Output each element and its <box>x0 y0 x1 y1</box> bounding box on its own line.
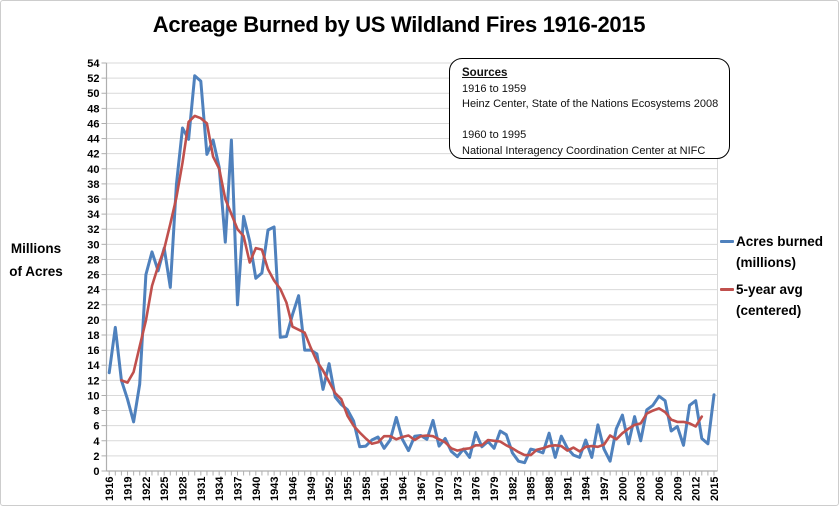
sources-line: 1960 to 1995 <box>462 129 527 141</box>
y-tick-label: 46 <box>87 118 99 130</box>
y-tick-label: 18 <box>87 330 99 342</box>
sources-line: National Interagency Coordination Center… <box>462 144 706 157</box>
sources-line: Heinz Center, State of the Nations Ecosy… <box>462 98 719 110</box>
y-tick-label: 42 <box>87 149 99 161</box>
y-tick-label: 24 <box>87 285 100 297</box>
legend: Acres burned (millions) 5-year avg (cent… <box>720 231 838 327</box>
y-tick-label: 52 <box>87 73 99 85</box>
x-tick-label: 1964 <box>397 476 409 501</box>
legend-label-five-year-avg-line2: (centered) <box>736 303 802 318</box>
y-tick-label: 20 <box>87 315 99 327</box>
y-tick-label: 8 <box>93 406 99 418</box>
y-tick-label: 34 <box>87 209 100 221</box>
y-tick-label: 6 <box>93 421 99 433</box>
y-tick-label: 44 <box>87 134 100 146</box>
y-tick-label: 36 <box>87 194 99 206</box>
x-tick-label: 2012 <box>691 477 703 501</box>
y-axis-title-line1: Millions <box>10 241 62 256</box>
y-tick-label: 38 <box>87 179 99 191</box>
x-tick-label: 2009 <box>672 477 684 501</box>
legend-item-five-year-avg: 5-year avg (centered) <box>720 279 838 321</box>
x-tick-label: 1931 <box>196 477 208 501</box>
x-tick-label: 1979 <box>489 477 501 501</box>
y-axis-ticks-and-labels: 0246810121416182022242628303234363840424… <box>87 58 107 478</box>
y-tick-label: 16 <box>87 345 99 357</box>
x-tick-label: 1934 <box>214 476 226 501</box>
x-tick-label: 1994 <box>581 476 593 501</box>
acres-burned-line <box>107 74 716 465</box>
y-axis-title: Millions of Acres <box>3 237 69 283</box>
x-tick-label: 1940 <box>251 477 263 501</box>
sources-line: 1916 to 1959 <box>462 82 527 95</box>
page-title: Acreage Burned by US Wildland Fires 1916… <box>152 12 646 37</box>
y-tick-label: 4 <box>93 436 100 448</box>
five-year-avg-line <box>120 114 704 457</box>
y-tick-label: 10 <box>87 390 99 402</box>
x-tick-label: 1997 <box>599 477 611 501</box>
y-tick-label: 28 <box>87 254 99 266</box>
x-tick-label: 1982 <box>507 477 519 501</box>
x-tick-label: 1988 <box>544 477 556 501</box>
x-tick-label: 1928 <box>178 477 190 501</box>
x-tick-label: 1958 <box>361 477 373 501</box>
x-tick-label: 1976 <box>471 477 483 501</box>
x-tick-label: 1946 <box>287 477 299 501</box>
y-tick-label: 54 <box>87 58 100 70</box>
x-tick-label: 1991 <box>562 477 574 501</box>
y-tick-label: 32 <box>87 224 99 236</box>
legend-label-acres-burned-line2: (millions) <box>736 255 796 270</box>
x-tick-label: 2015 <box>709 477 721 501</box>
sources-line <box>462 113 718 129</box>
y-tick-label: 50 <box>87 88 99 100</box>
y-tick-label: 14 <box>87 360 100 372</box>
y-tick-label: 40 <box>87 164 99 176</box>
sources-heading: Sources <box>462 67 508 79</box>
y-axis-title-line2: of Acres <box>9 264 63 279</box>
y-tick-label: 48 <box>87 103 99 115</box>
y-tick-label: 12 <box>87 375 99 387</box>
legend-item-acres-burned: Acres burned (millions) <box>720 231 838 273</box>
y-tick-label: 22 <box>87 300 99 312</box>
x-tick-label: 2003 <box>636 477 648 501</box>
x-tick-label: 1922 <box>141 477 153 501</box>
x-tick-label: 1943 <box>269 477 281 501</box>
x-tick-label: 1919 <box>123 477 135 501</box>
legend-label-acres-burned-line1: Acres burned <box>736 234 824 249</box>
y-tick-label: 30 <box>87 239 99 251</box>
x-tick-label: 2000 <box>617 477 629 501</box>
axes <box>105 63 718 472</box>
x-tick-label: 1952 <box>324 477 336 501</box>
y-tick-label: 0 <box>93 466 99 478</box>
x-tick-label: 1985 <box>526 477 538 501</box>
x-tick-label: 2006 <box>654 477 666 501</box>
x-tick-label: 1970 <box>434 477 446 501</box>
x-tick-label: 1937 <box>232 477 244 501</box>
x-tick-label: 1967 <box>416 477 428 501</box>
acres-burned-swatch <box>720 240 734 244</box>
legend-label-five-year-avg-line1: 5-year avg <box>736 282 803 297</box>
x-tick-label: 1949 <box>306 477 318 501</box>
x-tick-label: 1925 <box>159 477 171 501</box>
five-year-avg-swatch <box>720 288 734 292</box>
x-tick-label: 1916 <box>104 477 116 501</box>
sources-box: Sources 1916 to 1959 Heinz Center, State… <box>449 58 730 159</box>
x-tick-label: 1973 <box>452 477 464 501</box>
x-tick-label: 1955 <box>342 477 354 501</box>
x-tick-label: 1961 <box>379 477 391 501</box>
x-axis-ticks-and-labels: 1916 1919 1922 1925 1928 1931 1934 1937 1940 1943… <box>104 471 721 501</box>
y-tick-label: 26 <box>87 270 99 282</box>
y-tick-label: 2 <box>93 451 99 463</box>
